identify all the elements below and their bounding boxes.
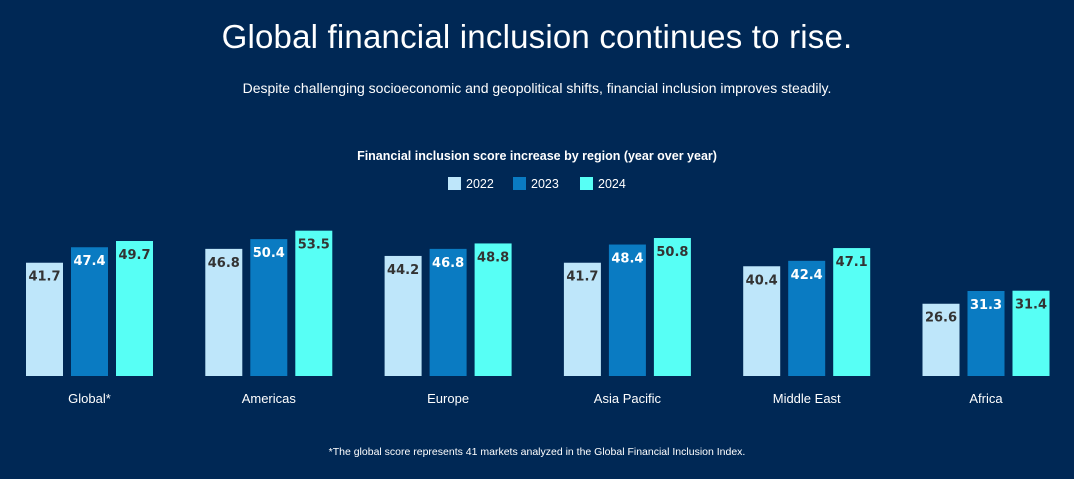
bar-2022 bbox=[26, 262, 63, 376]
bar-2024 bbox=[474, 243, 512, 376]
data-label: 50.4 bbox=[253, 246, 285, 261]
data-label: 46.8 bbox=[432, 256, 464, 271]
data-label: 53.5 bbox=[298, 238, 330, 253]
legend-item-2024: 2024 bbox=[580, 177, 626, 191]
bar-2022 bbox=[563, 262, 601, 376]
category-label: Europe bbox=[427, 391, 469, 406]
bar-2024 bbox=[1012, 290, 1050, 376]
chart-legend: 2022 2023 2024 bbox=[448, 177, 626, 191]
bar-group: 41.7 47.4 49.7 bbox=[26, 241, 153, 376]
data-label: 47.4 bbox=[73, 254, 105, 269]
data-label: 41.7 bbox=[28, 270, 60, 285]
bar-2022 bbox=[922, 303, 960, 376]
page-subtitle: Despite challenging socioeconomic and ge… bbox=[242, 80, 832, 96]
bar-2024 bbox=[833, 248, 871, 376]
data-label: 40.4 bbox=[746, 273, 778, 288]
data-label: 26.6 bbox=[925, 311, 957, 326]
bar-2022 bbox=[743, 266, 781, 376]
chart-title: Financial inclusion score increase by re… bbox=[357, 149, 717, 163]
data-label: 49.7 bbox=[118, 248, 150, 263]
data-label: 41.7 bbox=[566, 270, 598, 285]
bar-group: 44.2 46.8 48.8 bbox=[384, 243, 512, 376]
legend-label: 2022 bbox=[466, 177, 494, 191]
data-label: 31.4 bbox=[1015, 298, 1047, 313]
category-label: Middle East bbox=[773, 391, 841, 406]
data-label: 42.4 bbox=[791, 268, 823, 283]
category-label: Africa bbox=[969, 391, 1003, 406]
bar-2022 bbox=[384, 255, 422, 376]
bar-group: 46.8 50.4 53.5 bbox=[205, 230, 333, 376]
bar-2023 bbox=[788, 260, 826, 376]
bar-group: 26.6 31.3 31.4 bbox=[922, 290, 1050, 376]
bar-2024 bbox=[653, 238, 691, 376]
bar-group: 41.7 48.4 50.8 bbox=[563, 238, 691, 376]
category-label: Americas bbox=[242, 391, 297, 406]
data-label: 48.8 bbox=[477, 250, 509, 265]
legend-item-2023: 2023 bbox=[513, 177, 559, 191]
bar-2022 bbox=[205, 248, 243, 376]
chart-category-labels: Global* Americas Europe Asia Pacific Middle … bbox=[68, 391, 1003, 406]
legend-label: 2023 bbox=[531, 177, 559, 191]
bar-2024 bbox=[295, 230, 333, 376]
legend-swatch bbox=[580, 177, 593, 190]
data-label: 31.3 bbox=[970, 298, 1002, 313]
bar-2023 bbox=[967, 290, 1005, 376]
data-label: 48.4 bbox=[611, 252, 643, 267]
bar-2023 bbox=[71, 247, 108, 376]
chart-bars: 41.7 47.4 49.7 46.8 50.4 53.5 44.2 46.8 48.8 41.7… bbox=[26, 230, 1050, 376]
category-label: Asia Pacific bbox=[594, 391, 662, 406]
legend-swatch bbox=[513, 177, 526, 190]
legend-swatch bbox=[448, 177, 461, 190]
page-title: Global financial inclusion continues to … bbox=[221, 18, 853, 55]
data-label: 47.1 bbox=[836, 255, 868, 270]
footnote: *The global score represents 41 markets … bbox=[328, 446, 746, 458]
bar-2024 bbox=[116, 241, 153, 376]
legend-item-2022: 2022 bbox=[448, 177, 494, 191]
category-label: Global* bbox=[68, 391, 111, 406]
data-label: 44.2 bbox=[387, 263, 419, 278]
bar-2023 bbox=[429, 248, 467, 376]
data-label: 50.8 bbox=[656, 245, 688, 260]
data-label: 46.8 bbox=[208, 256, 240, 271]
bar-2023 bbox=[250, 239, 288, 376]
bar-group: 40.4 42.4 47.1 bbox=[743, 248, 871, 376]
bar-2023 bbox=[608, 244, 646, 376]
legend-label: 2024 bbox=[598, 177, 626, 191]
